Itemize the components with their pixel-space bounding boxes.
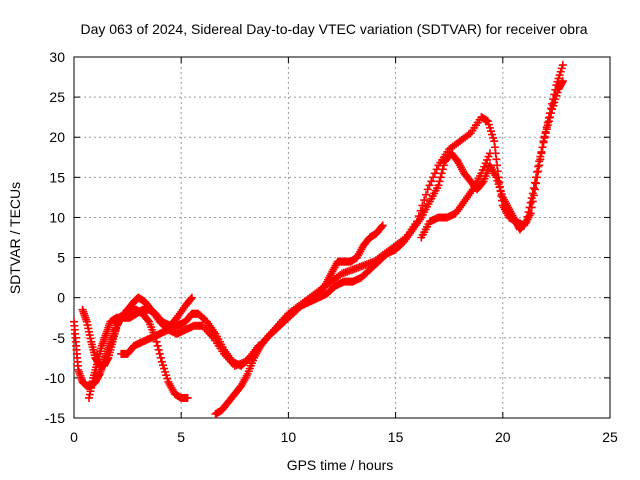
data-point bbox=[558, 77, 567, 86]
data-point bbox=[523, 212, 532, 221]
data-point bbox=[525, 203, 534, 212]
data-point bbox=[434, 181, 443, 190]
data-point bbox=[522, 217, 531, 226]
data-point bbox=[524, 208, 533, 217]
data-point bbox=[541, 129, 550, 138]
data-point bbox=[416, 206, 425, 215]
data-point bbox=[186, 295, 195, 304]
data-point bbox=[420, 196, 429, 205]
x-axis-ticks: 0 5 10 15 20 25 bbox=[70, 57, 618, 445]
data-point bbox=[530, 185, 539, 194]
data-point bbox=[533, 167, 542, 176]
data-point bbox=[534, 162, 543, 171]
data-point bbox=[543, 121, 552, 130]
data-point bbox=[421, 190, 430, 199]
data-point bbox=[521, 218, 530, 227]
plot-border bbox=[73, 56, 611, 419]
data-point bbox=[143, 316, 152, 325]
data-point bbox=[183, 393, 192, 402]
data-point bbox=[537, 147, 546, 156]
x-tick-label: 5 bbox=[177, 429, 185, 445]
data-point bbox=[423, 185, 432, 194]
y-tick-label: -15 bbox=[45, 410, 65, 426]
y-tick-label: 10 bbox=[49, 209, 65, 225]
x-tick-label: 15 bbox=[388, 429, 404, 445]
series-3 bbox=[85, 293, 196, 402]
data-point bbox=[529, 184, 538, 193]
data-point bbox=[430, 169, 439, 178]
data-point bbox=[485, 149, 494, 158]
chart-title: Day 063 of 2024, Sidereal Day-to-day VTE… bbox=[80, 21, 587, 37]
x-tick-label: 20 bbox=[495, 429, 511, 445]
data-point bbox=[429, 173, 438, 182]
data-point bbox=[558, 61, 567, 70]
data-point bbox=[544, 117, 553, 126]
data-point bbox=[377, 222, 386, 231]
data-point bbox=[156, 353, 165, 362]
data-point bbox=[154, 345, 163, 354]
data-series bbox=[70, 61, 567, 418]
data-point bbox=[547, 109, 556, 118]
data-point bbox=[535, 157, 544, 166]
y-tick-label: 20 bbox=[49, 129, 65, 145]
data-point bbox=[435, 177, 444, 186]
data-point bbox=[155, 349, 164, 358]
data-point bbox=[539, 138, 548, 147]
y-tick-label: 5 bbox=[57, 250, 65, 266]
x-tick-label: 0 bbox=[70, 429, 78, 445]
data-point bbox=[378, 221, 387, 230]
data-point bbox=[530, 178, 539, 187]
data-point bbox=[439, 161, 448, 170]
data-point bbox=[532, 173, 541, 182]
y-axis-label: SDTVAR / TECUs bbox=[7, 182, 23, 294]
data-point bbox=[540, 133, 549, 142]
y-tick-label: 0 bbox=[57, 290, 65, 306]
x-tick-label: 10 bbox=[281, 429, 297, 445]
data-point bbox=[478, 178, 487, 187]
y-tick-label: 25 bbox=[49, 89, 65, 105]
data-point bbox=[187, 293, 196, 302]
series-5 bbox=[211, 77, 567, 418]
y-axis-ticks: -15 -10 -5 0 5 10 15 20 25 30 bbox=[45, 49, 610, 426]
data-point bbox=[542, 125, 551, 134]
data-point bbox=[418, 201, 427, 210]
data-point bbox=[545, 113, 554, 122]
x-tick-label: 25 bbox=[602, 429, 618, 445]
series-7 bbox=[417, 149, 494, 242]
data-point bbox=[427, 177, 436, 186]
data-point bbox=[153, 341, 162, 350]
data-point bbox=[425, 181, 434, 190]
data-point bbox=[438, 165, 447, 174]
y-tick-label: 15 bbox=[49, 169, 65, 185]
grid bbox=[74, 57, 610, 418]
data-point bbox=[436, 173, 445, 182]
x-axis-label: GPS time / hours bbox=[287, 457, 394, 473]
data-point bbox=[528, 189, 537, 198]
data-point bbox=[464, 130, 473, 139]
data-point bbox=[538, 143, 547, 152]
data-point bbox=[527, 194, 536, 203]
data-point bbox=[536, 152, 545, 161]
y-tick-label: 30 bbox=[49, 49, 65, 65]
data-point bbox=[526, 198, 535, 207]
data-point bbox=[152, 337, 161, 346]
data-point bbox=[437, 169, 446, 178]
y-tick-label: -5 bbox=[53, 330, 66, 346]
series-6 bbox=[314, 221, 387, 298]
y-tick-label: -10 bbox=[45, 370, 65, 386]
